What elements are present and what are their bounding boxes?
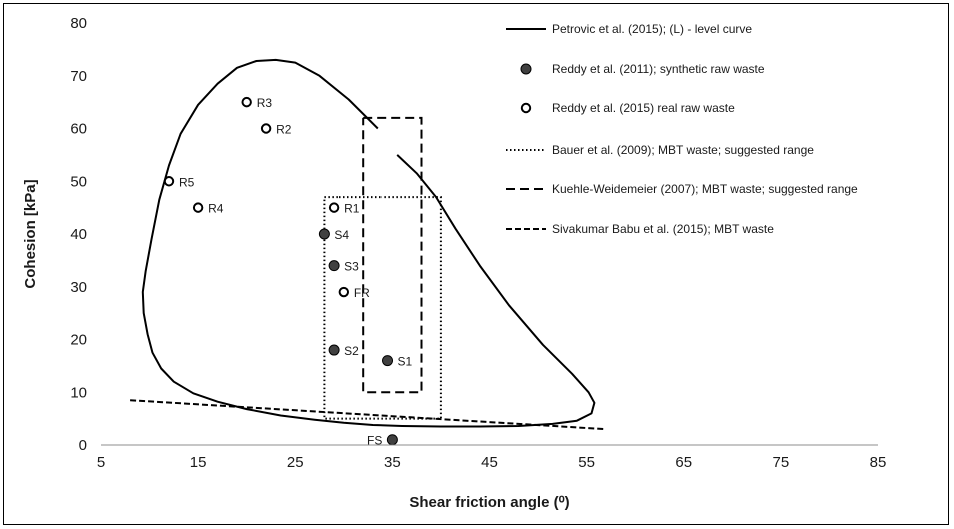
series-line-petrovic-et-al-2015-l-level-curve bbox=[141, 58, 596, 428]
data-point-r5 bbox=[163, 176, 175, 187]
point-label-r3: R3 bbox=[257, 96, 273, 110]
legend-label-sivakumar-babu-et-al-2015-mbt-waste: Sivakumar Babu et al. (2015); MBT waste bbox=[552, 222, 774, 236]
data-point-r2 bbox=[260, 123, 272, 134]
chart-curves bbox=[130, 58, 607, 431]
y-tick-label: 30 bbox=[70, 279, 87, 296]
data-point-s2 bbox=[328, 344, 340, 356]
legend-swatch-reddy-et-al-2011-synthetic-raw-waste bbox=[520, 63, 532, 75]
point-label-s2: S2 bbox=[344, 344, 359, 358]
legend-label-petrovic-et-al-2015-l-level-curve: Petrovic et al. (2015); (L) - level curv… bbox=[552, 22, 752, 36]
series-line-sivakumar-babu-et-al-2015-mbt-waste bbox=[130, 399, 607, 431]
y-tick-label: 80 bbox=[70, 15, 87, 32]
y-tick-label: 0 bbox=[79, 437, 87, 454]
legend-label-kuehle-weidemeier-2007-mbt-waste-suggested-range: Kuehle-Weidemeier (2007); MBT waste; sug… bbox=[552, 182, 858, 196]
data-point-r3 bbox=[241, 96, 252, 108]
x-tick-label: 35 bbox=[384, 454, 401, 471]
point-label-fs: FS bbox=[367, 434, 382, 448]
point-label-fr: FR bbox=[354, 286, 370, 300]
x-tick-label: 85 bbox=[870, 454, 887, 471]
y-tick-label: 10 bbox=[70, 384, 87, 401]
legend-label-reddy-et-al-2015-real-raw-waste: Reddy et al. (2015) real raw waste bbox=[552, 101, 735, 115]
x-axis-title: Shear friction angle (⁰) bbox=[409, 494, 569, 511]
y-axis-title: Cohesion [kPa] bbox=[22, 179, 39, 288]
range-box-bauer-et-al-2009-mbt-waste-suggested-range bbox=[323, 196, 442, 420]
point-label-s1: S1 bbox=[398, 355, 413, 369]
point-label-r4: R4 bbox=[208, 202, 224, 216]
point-label-r5: R5 bbox=[179, 175, 195, 189]
y-tick-label: 20 bbox=[70, 332, 87, 349]
x-tick-label: 5 bbox=[97, 454, 105, 471]
point-label-r2: R2 bbox=[276, 123, 292, 137]
data-point-r1 bbox=[328, 202, 340, 213]
y-tick-label: 60 bbox=[70, 121, 87, 138]
legend-label-reddy-et-al-2011-synthetic-raw-waste: Reddy et al. (2011); synthetic raw waste bbox=[552, 62, 765, 76]
x-tick-label: 65 bbox=[675, 454, 692, 471]
y-tick-label: 50 bbox=[70, 173, 87, 190]
y-tick-label: 70 bbox=[70, 68, 87, 85]
y-tick-label: 40 bbox=[70, 226, 87, 243]
point-label-r1: R1 bbox=[344, 202, 360, 216]
data-point-fs bbox=[386, 434, 398, 446]
data-point-fr bbox=[338, 286, 350, 298]
x-tick-label: 45 bbox=[481, 454, 498, 471]
x-tick-label: 15 bbox=[190, 454, 207, 471]
data-point-s4 bbox=[318, 228, 330, 240]
legend-swatch-reddy-et-al-2015-real-raw-waste bbox=[520, 102, 532, 114]
point-label-s3: S3 bbox=[344, 260, 359, 274]
data-point-s3 bbox=[328, 260, 340, 272]
x-tick-label: 25 bbox=[287, 454, 304, 471]
chart-frame: S1 S2 S3 S4 FS R1 R2 R3 R4 R5 FR 5 15 25 35 45 55 65 75 85… bbox=[3, 3, 949, 525]
point-label-s4: S4 bbox=[334, 228, 349, 242]
data-point-r4 bbox=[192, 202, 204, 213]
x-tick-label: 55 bbox=[578, 454, 595, 471]
chart-legend: Petrovic et al. (2015); (L) - level curv… bbox=[506, 22, 858, 236]
chart-axes: 5 15 25 35 45 55 65 75 85 0 10 20 30 40 50 60 70 80 Shear … bbox=[22, 15, 886, 511]
x-tick-label: 75 bbox=[773, 454, 790, 471]
data-point-s1 bbox=[382, 355, 394, 367]
range-box-kuehle-weidemeier-2007-mbt-waste-suggested-range bbox=[362, 116, 423, 394]
legend-label-bauer-et-al-2009-mbt-waste-suggested-range: Bauer et al. (2009); MBT waste; suggeste… bbox=[552, 143, 814, 157]
